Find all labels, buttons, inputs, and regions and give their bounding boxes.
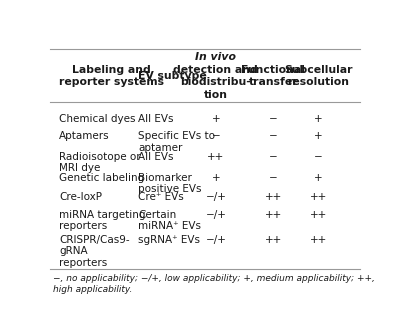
Text: biodistribu-: biodistribu- <box>180 77 251 87</box>
Text: +: + <box>212 114 220 124</box>
Text: Radioisotope or
MRI dye: Radioisotope or MRI dye <box>59 152 141 173</box>
Text: Functional
transfer: Functional transfer <box>241 65 305 87</box>
Text: Aptamers: Aptamers <box>59 131 110 141</box>
Text: EV subtype: EV subtype <box>138 71 207 81</box>
Text: Subcellular
resolution: Subcellular resolution <box>284 65 352 87</box>
Text: ++: ++ <box>310 235 327 245</box>
Text: Biomarker
positive EVs: Biomarker positive EVs <box>138 173 202 195</box>
Text: CRISPR/Cas9-
gRNA
reporters: CRISPR/Cas9- gRNA reporters <box>59 235 130 268</box>
Text: −: − <box>269 152 278 162</box>
Text: Certain
miRNA⁺ EVs: Certain miRNA⁺ EVs <box>138 210 201 232</box>
Text: −: − <box>269 114 278 124</box>
Text: ++: ++ <box>264 210 282 220</box>
Text: tion: tion <box>204 89 228 99</box>
Text: −/+: −/+ <box>206 210 226 220</box>
Text: +: + <box>314 114 322 124</box>
Text: −/+: −/+ <box>206 235 226 245</box>
Text: Cre-loxP: Cre-loxP <box>59 192 102 202</box>
Text: −: − <box>314 152 322 162</box>
Text: Cre⁺ EVs: Cre⁺ EVs <box>138 192 184 202</box>
Text: Specific EVs to
aptamer: Specific EVs to aptamer <box>138 131 215 153</box>
Text: −: − <box>212 131 220 141</box>
Text: +: + <box>314 173 322 183</box>
Text: ++: ++ <box>264 235 282 245</box>
Text: All EVs: All EVs <box>138 114 174 124</box>
Text: In vivo: In vivo <box>195 52 236 62</box>
Text: ++: ++ <box>310 210 327 220</box>
Text: +: + <box>212 173 220 183</box>
Text: Labeling and
reporter systems: Labeling and reporter systems <box>59 65 164 87</box>
Text: +: + <box>314 131 322 141</box>
Text: −/+: −/+ <box>206 192 226 202</box>
Text: −: − <box>269 131 278 141</box>
Text: sgRNA⁺ EVs: sgRNA⁺ EVs <box>138 235 200 245</box>
Text: −, no applicability; −/+, low applicability; +, medium applicability; ++,: −, no applicability; −/+, low applicabil… <box>53 275 375 284</box>
Text: detection and: detection and <box>174 65 258 75</box>
Text: ++: ++ <box>207 152 224 162</box>
Text: Genetic labeling: Genetic labeling <box>59 173 144 183</box>
Text: −: − <box>269 173 278 183</box>
Text: high applicability.: high applicability. <box>53 285 132 294</box>
Text: ++: ++ <box>310 192 327 202</box>
Text: Chemical dyes: Chemical dyes <box>59 114 136 124</box>
Text: miRNA targeting
reporters: miRNA targeting reporters <box>59 210 146 232</box>
Text: All EVs: All EVs <box>138 152 174 162</box>
Text: ++: ++ <box>264 192 282 202</box>
